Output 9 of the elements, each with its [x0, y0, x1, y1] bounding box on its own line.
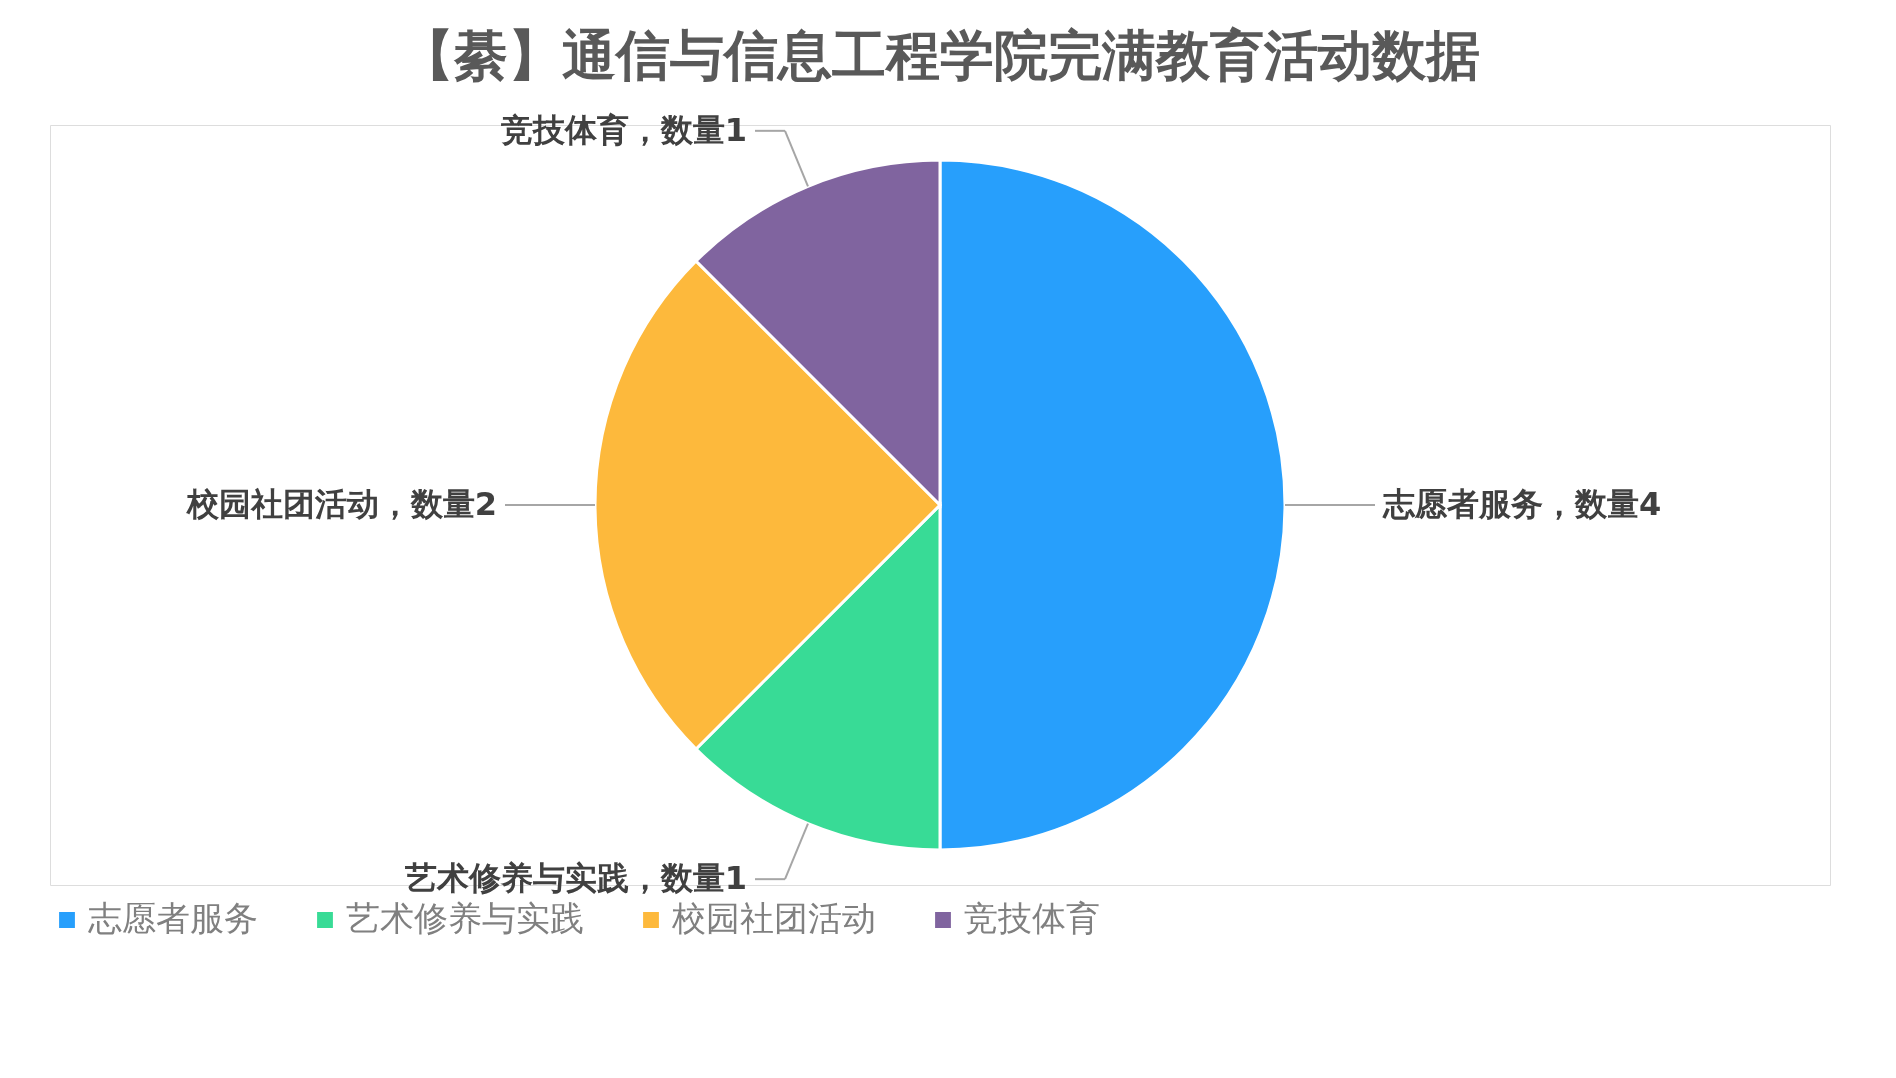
data-label: 校园社团活动，数量2	[185, 485, 497, 523]
legend-label: 竞技体育	[964, 898, 1100, 938]
data-label: 竞技体育，数量1	[500, 110, 748, 149]
data-label: 志愿者服务，数量4	[1382, 485, 1662, 523]
legend-label: 校园社团活动	[671, 898, 876, 938]
chart-title: 【綦】通信与信息工程学院完满教育活动数据	[400, 23, 1480, 87]
legend-label: 艺术修养与实践	[346, 898, 584, 938]
data-label: 艺术修养与实践，数量1	[403, 859, 748, 898]
legend-label: 志愿者服务	[88, 898, 258, 938]
